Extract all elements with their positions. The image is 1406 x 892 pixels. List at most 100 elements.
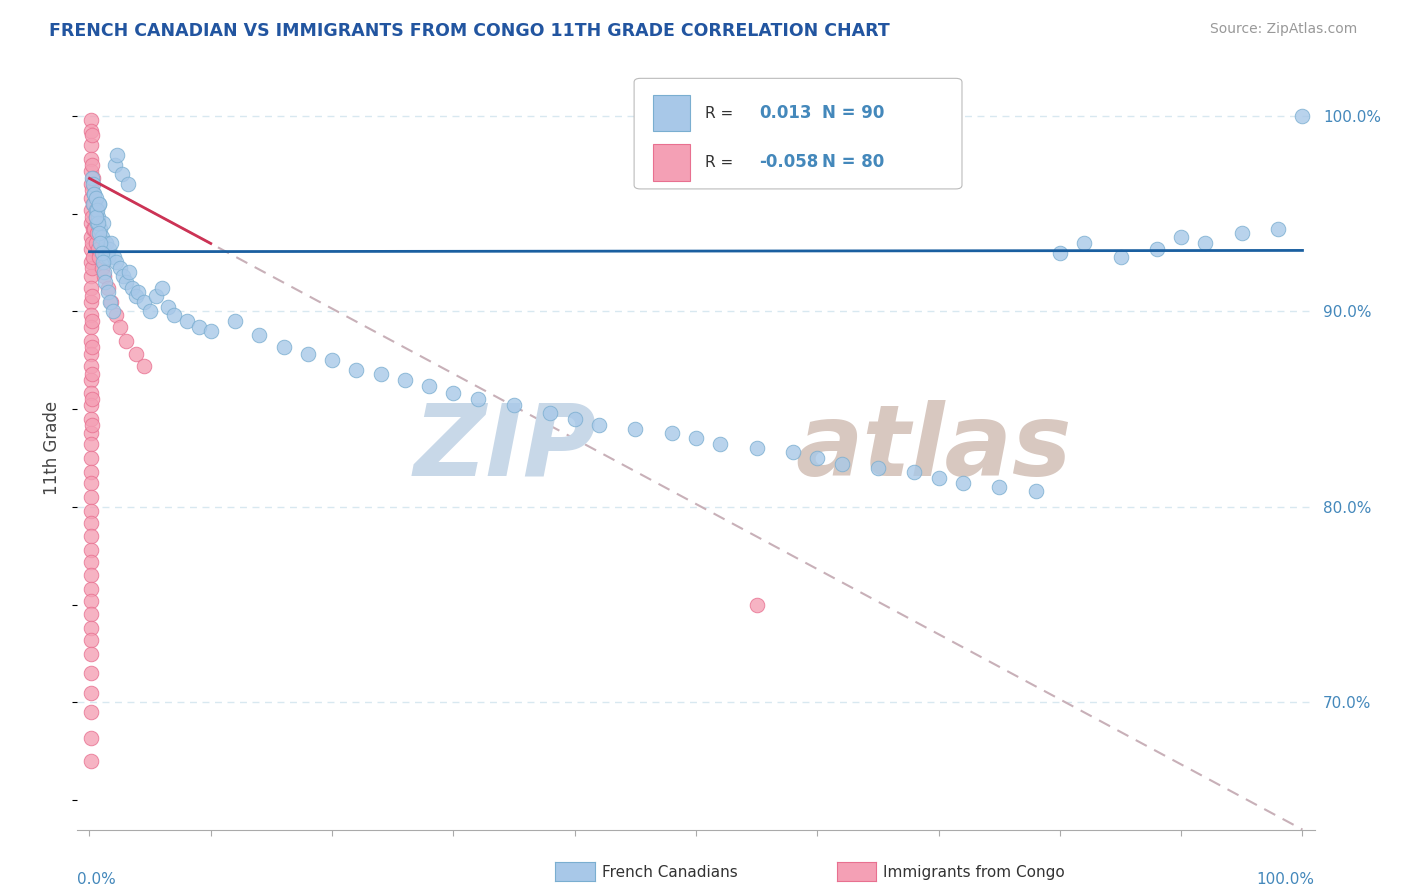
Text: R =: R = bbox=[704, 105, 738, 120]
Point bbox=[82, 196, 104, 211]
Point bbox=[79, 542, 101, 557]
Point bbox=[94, 250, 117, 264]
Point bbox=[90, 261, 112, 276]
Point bbox=[139, 304, 162, 318]
Point bbox=[79, 425, 101, 440]
Point bbox=[79, 320, 101, 334]
FancyBboxPatch shape bbox=[652, 95, 690, 131]
Point bbox=[79, 334, 101, 348]
Point bbox=[105, 308, 128, 322]
Point bbox=[745, 442, 768, 455]
Point bbox=[83, 222, 105, 236]
Point bbox=[418, 378, 440, 392]
Point bbox=[903, 465, 925, 479]
Point bbox=[89, 196, 111, 211]
Point bbox=[86, 216, 108, 230]
Point bbox=[132, 294, 155, 309]
Point bbox=[79, 412, 101, 426]
Point bbox=[79, 555, 101, 569]
Point bbox=[588, 417, 610, 432]
Point bbox=[79, 647, 101, 661]
Point bbox=[866, 460, 889, 475]
Point bbox=[79, 178, 101, 192]
Point bbox=[1194, 235, 1216, 250]
FancyBboxPatch shape bbox=[652, 145, 690, 181]
Point bbox=[79, 607, 101, 622]
Text: French Canadians: French Canadians bbox=[602, 865, 738, 880]
Text: 0.013: 0.013 bbox=[759, 104, 811, 122]
Point bbox=[118, 265, 141, 279]
Point bbox=[108, 261, 131, 276]
Point bbox=[79, 398, 101, 412]
Point bbox=[79, 202, 101, 217]
Point bbox=[1146, 242, 1168, 256]
Point bbox=[132, 359, 155, 373]
Point bbox=[82, 178, 104, 192]
Point bbox=[80, 417, 103, 432]
Point bbox=[1073, 235, 1095, 250]
Text: ZIP: ZIP bbox=[413, 400, 598, 497]
Point bbox=[661, 425, 683, 440]
Point bbox=[90, 245, 112, 260]
Point bbox=[745, 598, 768, 612]
Text: atlas: atlas bbox=[794, 400, 1071, 497]
Point bbox=[80, 158, 103, 172]
Point bbox=[111, 168, 134, 182]
Point bbox=[100, 294, 122, 309]
Point bbox=[79, 112, 101, 127]
Point bbox=[79, 465, 101, 479]
Point bbox=[503, 398, 526, 412]
Point bbox=[79, 152, 101, 166]
Point bbox=[247, 327, 270, 342]
FancyBboxPatch shape bbox=[634, 78, 962, 189]
Point bbox=[1230, 226, 1253, 240]
Point bbox=[782, 445, 804, 459]
Text: 100.0%: 100.0% bbox=[1257, 871, 1315, 887]
Point bbox=[97, 242, 120, 256]
Point bbox=[101, 304, 124, 318]
Point bbox=[1170, 230, 1192, 244]
Point bbox=[79, 386, 101, 401]
Point bbox=[370, 367, 392, 381]
Point bbox=[685, 432, 707, 446]
Point bbox=[89, 235, 111, 250]
Point bbox=[79, 347, 101, 361]
Point bbox=[124, 347, 146, 361]
Point bbox=[90, 230, 112, 244]
Point bbox=[124, 288, 146, 302]
Point bbox=[89, 196, 111, 211]
Point bbox=[91, 216, 114, 230]
Y-axis label: 11th Grade: 11th Grade bbox=[44, 401, 62, 495]
Point bbox=[108, 320, 131, 334]
Point bbox=[105, 148, 128, 162]
Point bbox=[100, 235, 122, 250]
Point bbox=[83, 187, 105, 202]
Point bbox=[988, 480, 1011, 494]
Point bbox=[79, 359, 101, 373]
Point bbox=[79, 632, 101, 647]
Point bbox=[79, 582, 101, 596]
Point bbox=[79, 373, 101, 387]
Point bbox=[200, 324, 222, 338]
Point bbox=[1049, 245, 1071, 260]
Point bbox=[105, 255, 128, 269]
Point bbox=[115, 275, 138, 289]
Point bbox=[80, 339, 103, 353]
Point bbox=[97, 250, 120, 264]
Point bbox=[1109, 250, 1132, 264]
Point bbox=[84, 202, 107, 217]
Point bbox=[928, 470, 950, 484]
Point bbox=[79, 281, 101, 295]
Point bbox=[79, 529, 101, 543]
Point bbox=[297, 347, 319, 361]
Point bbox=[80, 171, 103, 186]
Point bbox=[79, 594, 101, 608]
Point bbox=[79, 255, 101, 269]
Point bbox=[82, 222, 104, 236]
Point bbox=[538, 406, 561, 420]
Point bbox=[80, 367, 103, 381]
Point bbox=[79, 686, 101, 700]
Point bbox=[89, 222, 111, 236]
Point bbox=[121, 281, 143, 295]
Point bbox=[79, 437, 101, 451]
